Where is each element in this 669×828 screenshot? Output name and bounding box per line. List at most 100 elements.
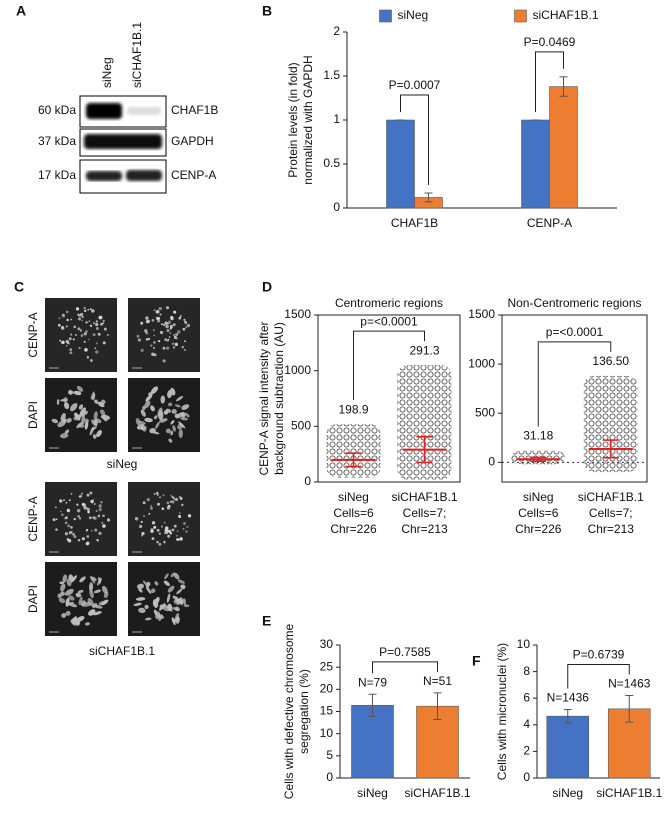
chromosome — [178, 429, 183, 439]
spot — [65, 310, 69, 314]
micrograph — [128, 482, 200, 556]
spot — [70, 493, 73, 495]
spot — [81, 492, 83, 495]
chromosome — [64, 418, 70, 424]
mean-label: 136.50 — [592, 354, 629, 368]
spot — [68, 499, 71, 502]
mean-label: 31.18 — [523, 429, 553, 443]
chart: 0 500 1000 1500 Non-Centromeric regions siNeg… — [468, 296, 648, 536]
chromosome — [63, 397, 68, 403]
chromosome — [78, 404, 84, 410]
spot — [183, 522, 186, 525]
dot-cloud — [397, 365, 452, 480]
spot — [186, 323, 191, 328]
y-tick-label: 1.5 — [323, 68, 340, 82]
lane-label: siNeg — [100, 57, 114, 88]
spot — [60, 510, 62, 513]
spot — [77, 514, 80, 518]
spot — [81, 537, 85, 541]
panel-label: C — [14, 279, 24, 295]
chromosome — [168, 438, 173, 443]
chromosome — [171, 617, 176, 626]
spot — [88, 338, 90, 341]
y-tick-label: 0 — [523, 770, 530, 784]
chromosome — [173, 599, 181, 605]
spot — [150, 529, 154, 534]
spot — [61, 313, 66, 318]
chromosome — [58, 597, 66, 604]
y-tick-label: 0 — [333, 200, 340, 214]
chromosome — [57, 420, 66, 428]
spot — [67, 538, 72, 543]
chromosome — [93, 411, 98, 420]
spot — [55, 528, 58, 531]
chromosome — [166, 593, 171, 603]
spot — [80, 334, 84, 337]
spot — [106, 333, 109, 337]
spot — [171, 342, 175, 345]
x-tick-label: Cells=6 — [333, 506, 374, 520]
spot — [162, 323, 166, 327]
n-label: N=1463 — [608, 677, 651, 691]
spot — [65, 501, 68, 504]
chromosome — [98, 576, 102, 584]
spot — [55, 506, 57, 509]
spot — [184, 340, 187, 343]
spot — [75, 334, 77, 336]
channel-label: DAPI — [26, 401, 40, 429]
spot — [158, 306, 162, 311]
spot — [97, 514, 101, 517]
bar — [386, 119, 415, 209]
x-tick-label: siCHAF1B.1 — [391, 490, 457, 504]
spot — [55, 518, 58, 521]
spot — [156, 540, 159, 544]
micrograph — [128, 378, 200, 452]
n-label: N=79 — [358, 675, 387, 689]
chromosome — [138, 588, 143, 593]
panel-label: A — [16, 3, 26, 19]
x-tick-label: siCHAF1B.1 — [578, 490, 644, 504]
spot — [89, 491, 93, 495]
micrograph — [128, 562, 200, 636]
spot — [172, 496, 175, 500]
spot — [139, 524, 143, 529]
y-tick-label: 2 — [333, 24, 340, 38]
chromosome — [177, 423, 184, 430]
spot — [169, 500, 172, 503]
spot — [169, 324, 174, 329]
y-tick-label: 2 — [523, 744, 530, 758]
protein-label: CENP-A — [171, 168, 216, 182]
spot — [182, 527, 185, 531]
spot — [64, 532, 68, 536]
spot — [172, 333, 176, 337]
chromosome — [180, 417, 189, 421]
x-tick-label: Cells=7; — [589, 506, 633, 520]
spot — [140, 534, 144, 537]
spot — [92, 498, 95, 501]
spot — [79, 494, 83, 498]
spot — [182, 327, 186, 331]
spot — [148, 512, 151, 515]
chromosome — [155, 421, 160, 429]
chromosome — [80, 600, 86, 606]
chromosome — [76, 385, 84, 392]
spot — [140, 520, 143, 523]
chromosome — [84, 420, 89, 430]
x-tick-label: siNeg — [523, 490, 554, 504]
spot — [148, 337, 151, 340]
spot — [170, 315, 174, 320]
spot — [73, 535, 77, 539]
p-value: P=0.0007 — [389, 78, 441, 92]
p-value: P=0.0469 — [524, 35, 576, 49]
y-tick-label: 6 — [523, 690, 530, 704]
spot — [152, 329, 155, 332]
chromosome — [101, 585, 108, 594]
spot — [69, 351, 73, 355]
chromosome — [145, 395, 152, 402]
micrograph — [128, 298, 200, 372]
spot — [153, 492, 156, 496]
spot — [100, 322, 104, 326]
chromosome — [68, 595, 75, 601]
spot — [163, 521, 166, 524]
chromosome — [78, 596, 83, 606]
